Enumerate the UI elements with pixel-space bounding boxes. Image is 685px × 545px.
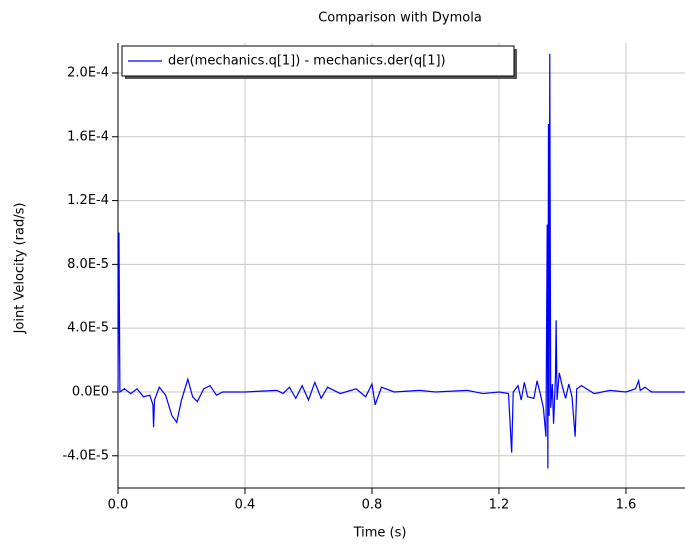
- y-tick-label: -4.0E-5: [62, 448, 109, 463]
- x-tick-label: 0.8: [362, 498, 383, 513]
- x-tick-label: 0.4: [235, 498, 256, 513]
- data-line: [117, 53, 685, 469]
- y-tick-label: 8.0E-5: [67, 257, 109, 272]
- y-tick-label: 4.0E-5: [67, 321, 109, 336]
- y-tick-label: 0.0E0: [72, 384, 109, 399]
- x-tick-label: 0.0: [108, 498, 129, 513]
- y-tick-label: 2.0E-4: [67, 65, 109, 80]
- chart-title: Comparison with Dymola: [318, 11, 482, 26]
- x-tick-label: 1.6: [616, 498, 637, 513]
- x-axis-label: Time (s): [353, 526, 407, 541]
- y-tick-label: 1.2E-4: [67, 193, 109, 208]
- legend-label: der(mechanics.q[1]) - mechanics.der(q[1]…: [168, 54, 446, 69]
- y-tick-label: 1.6E-4: [67, 129, 109, 144]
- x-tick-label: 1.2: [489, 498, 510, 513]
- legend-box: [121, 45, 515, 77]
- y-axis-label: Joint Velocity (rad/s): [13, 203, 28, 335]
